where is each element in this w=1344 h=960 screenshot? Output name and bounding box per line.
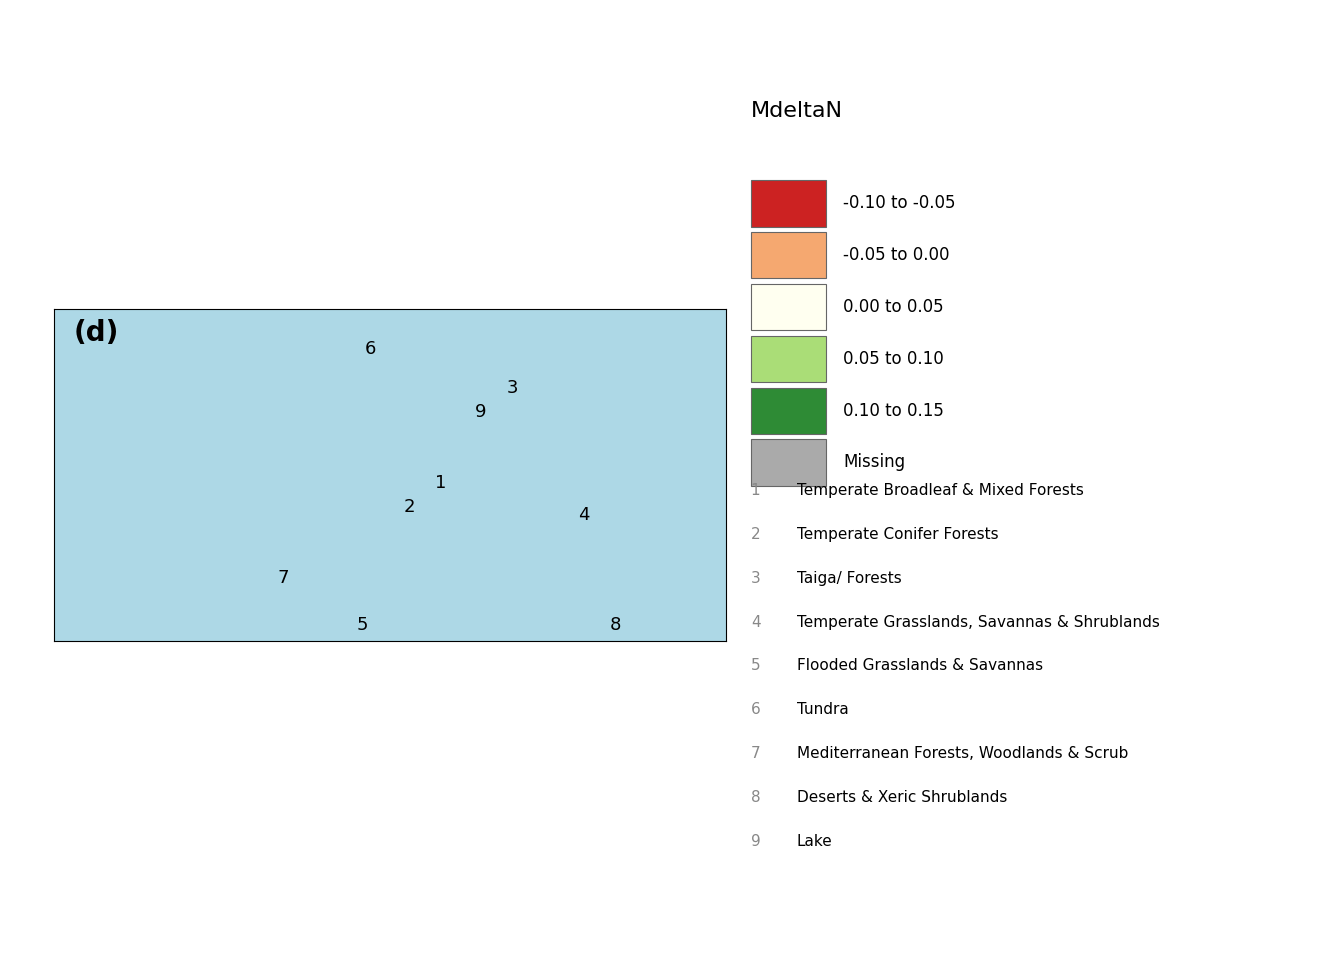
Bar bbox=[751, 284, 825, 330]
Text: 4: 4 bbox=[751, 614, 761, 630]
Text: 1: 1 bbox=[435, 474, 446, 492]
Bar bbox=[751, 440, 825, 486]
Text: 2: 2 bbox=[403, 498, 415, 516]
Text: 0.05 to 0.10: 0.05 to 0.10 bbox=[843, 349, 943, 368]
Text: 3: 3 bbox=[751, 571, 761, 586]
Bar bbox=[751, 388, 825, 434]
Text: 0.00 to 0.05: 0.00 to 0.05 bbox=[843, 298, 943, 316]
Text: -0.05 to 0.00: -0.05 to 0.00 bbox=[843, 247, 950, 264]
Text: 7: 7 bbox=[751, 746, 761, 761]
Text: 7: 7 bbox=[277, 569, 289, 587]
Text: -0.10 to -0.05: -0.10 to -0.05 bbox=[843, 195, 956, 212]
Text: 2: 2 bbox=[751, 527, 761, 542]
Text: Missing: Missing bbox=[843, 453, 906, 471]
Text: MdeltaN: MdeltaN bbox=[751, 101, 843, 121]
Bar bbox=[751, 336, 825, 382]
Text: 6: 6 bbox=[364, 340, 376, 358]
Text: 8: 8 bbox=[609, 616, 621, 635]
Text: Flooded Grasslands & Savannas: Flooded Grasslands & Savannas bbox=[797, 659, 1043, 674]
Text: 8: 8 bbox=[751, 790, 761, 804]
Text: Deserts & Xeric Shrublands: Deserts & Xeric Shrublands bbox=[797, 790, 1008, 804]
Text: 1: 1 bbox=[751, 483, 761, 498]
Text: 5: 5 bbox=[751, 659, 761, 674]
Text: Mediterranean Forests, Woodlands & Scrub: Mediterranean Forests, Woodlands & Scrub bbox=[797, 746, 1129, 761]
Bar bbox=[751, 180, 825, 227]
Text: Lake: Lake bbox=[797, 833, 833, 849]
Text: Tundra: Tundra bbox=[797, 703, 849, 717]
Text: Taiga/ Forests: Taiga/ Forests bbox=[797, 571, 902, 586]
Text: 6: 6 bbox=[751, 703, 761, 717]
Text: Temperate Broadleaf & Mixed Forests: Temperate Broadleaf & Mixed Forests bbox=[797, 483, 1083, 498]
Text: 3: 3 bbox=[507, 379, 517, 397]
Text: 9: 9 bbox=[474, 403, 487, 420]
Text: 4: 4 bbox=[578, 506, 589, 524]
Text: 0.10 to 0.15: 0.10 to 0.15 bbox=[843, 401, 943, 420]
Text: 9: 9 bbox=[751, 833, 761, 849]
Text: Temperate Conifer Forests: Temperate Conifer Forests bbox=[797, 527, 999, 542]
Bar bbox=[751, 232, 825, 278]
Text: (d): (d) bbox=[74, 319, 120, 348]
Text: Temperate Grasslands, Savannas & Shrublands: Temperate Grasslands, Savannas & Shrubla… bbox=[797, 614, 1160, 630]
Text: 5: 5 bbox=[356, 616, 368, 635]
